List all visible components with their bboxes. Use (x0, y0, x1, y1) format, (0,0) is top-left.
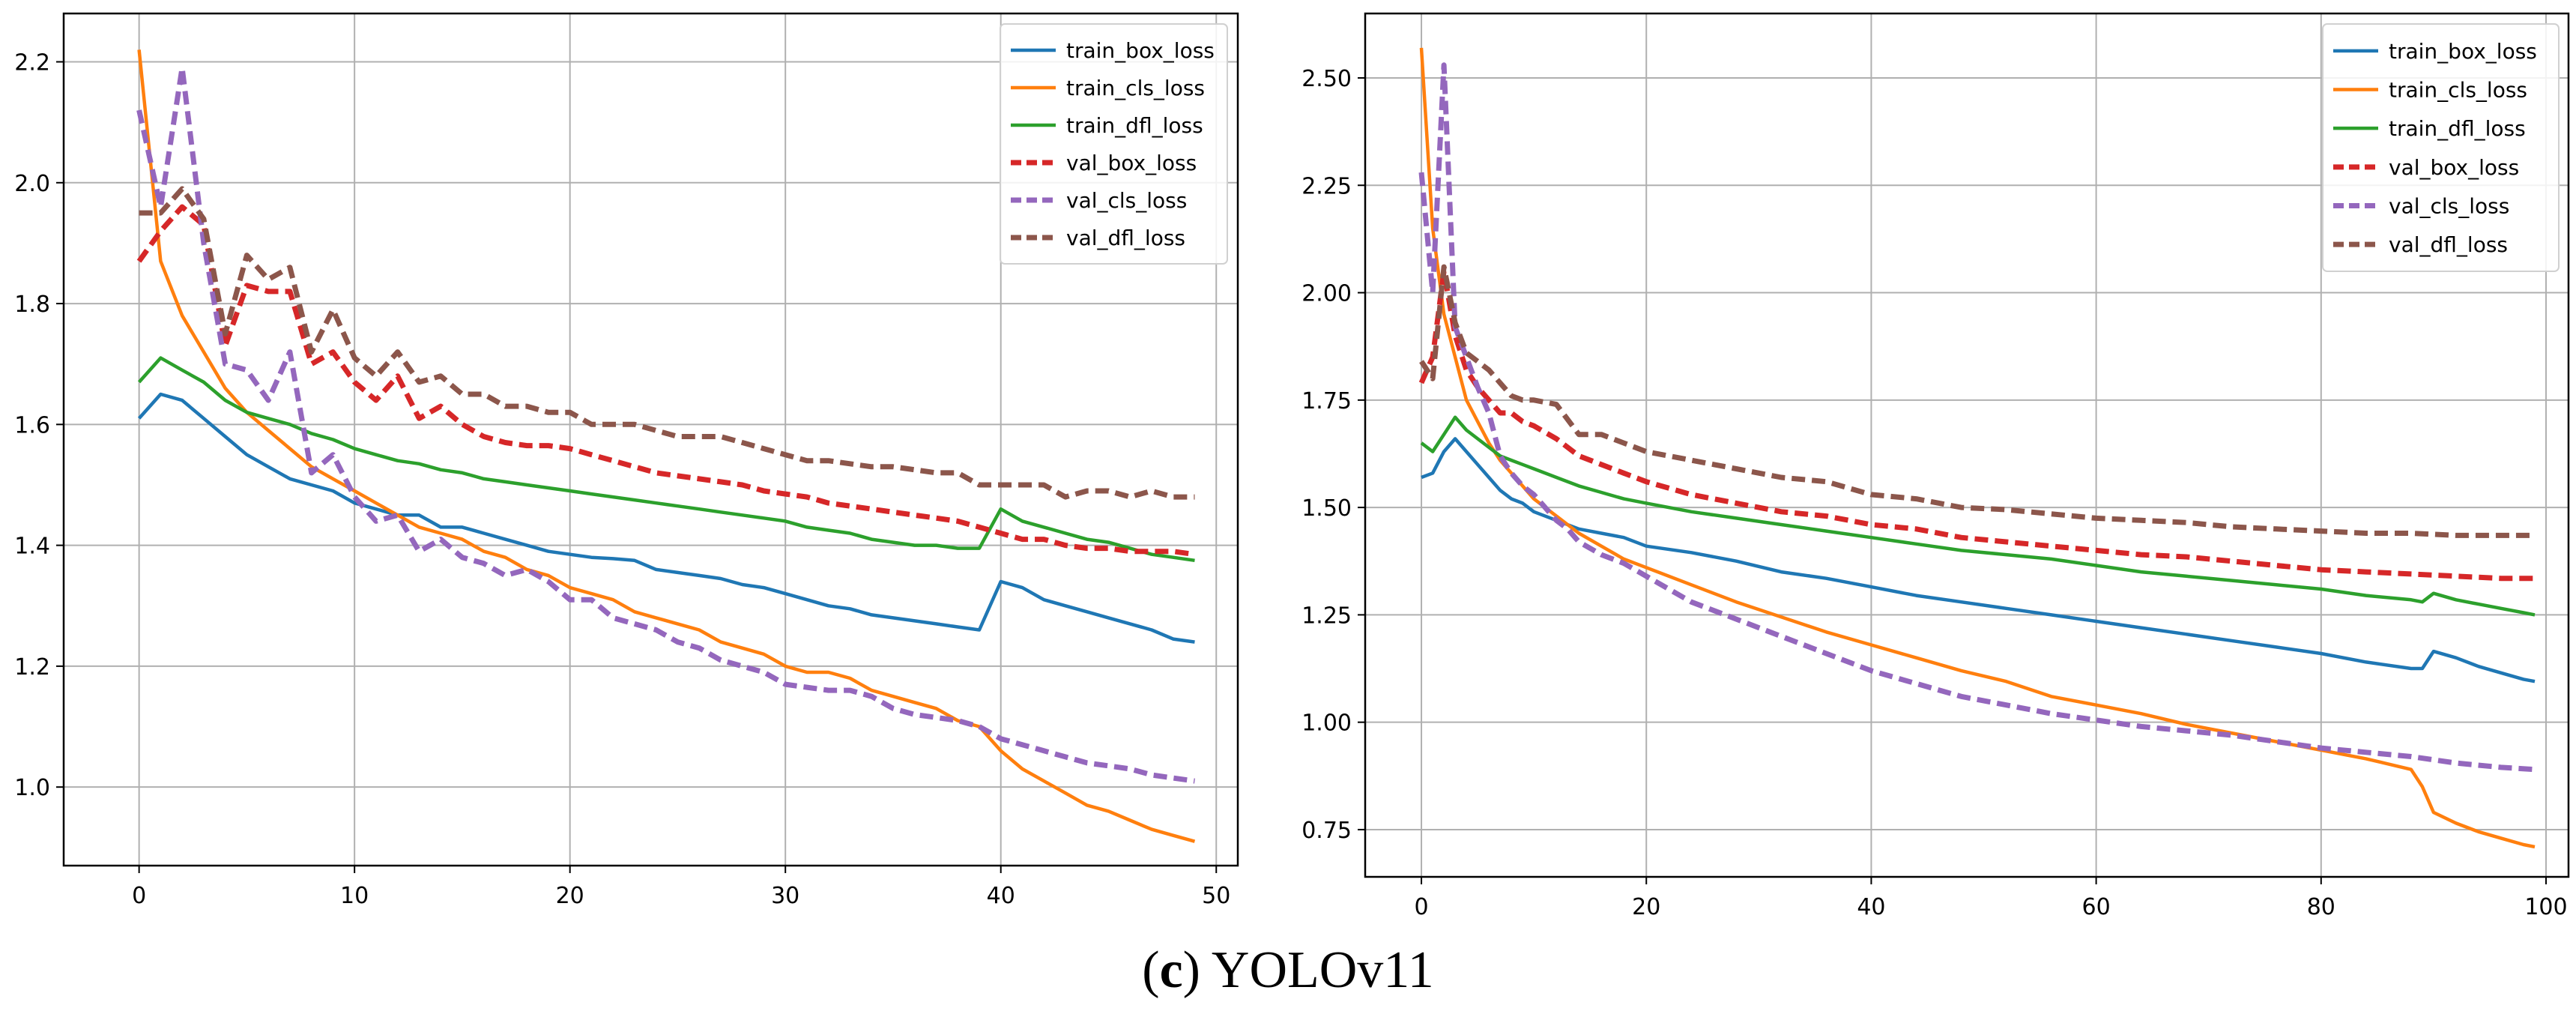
x-tick-label: 100 (2524, 894, 2567, 920)
x-tick-label: 20 (556, 883, 584, 909)
series-line-val-cls-loss (1418, 62, 2536, 773)
y-tick-label: 0.75 (1301, 818, 1352, 844)
series-line-train-box-loss (137, 392, 1195, 644)
y-tick-label: 2.50 (1301, 66, 1352, 92)
y-tick-label: 2.2 (14, 50, 50, 76)
legend-label: val_cls_loss (1066, 188, 1187, 213)
y-tick-label: 2.00 (1301, 281, 1352, 307)
y-tick-label: 1.00 (1301, 710, 1352, 737)
y-tick-label: 1.0 (14, 775, 50, 801)
legend-label: train_cls_loss (1066, 76, 1205, 100)
x-tick-label: 0 (132, 883, 146, 909)
legend-label: val_dfl_loss (1066, 226, 1185, 250)
series-line-train-box-loss (1421, 437, 2536, 684)
legend-box (1000, 23, 1228, 265)
y-tick-label: 1.25 (1301, 603, 1352, 629)
legend-label: train_box_loss (1066, 38, 1215, 63)
series-line-val-dfl-loss (1419, 264, 2535, 538)
legend: train_box_loss train_cls_loss train_dfl_lo… (1000, 23, 1228, 265)
x-tick-label: 10 (340, 883, 369, 909)
y-tick-label: 1.2 (14, 654, 50, 681)
legend-label: train_dfl_loss (2389, 116, 2526, 141)
legend-label: train_cls_loss (2389, 78, 2527, 103)
x-tick-label: 40 (987, 883, 1015, 909)
y-tick-label: 1.4 (14, 534, 50, 560)
chart-left: 0 10 20 30 40 50 1.0 1.2 1.4 1.6 1.8 2.0 2.2 train_bo… (14, 12, 1239, 909)
series-lines (136, 49, 1196, 843)
caption-text: YOLOv11 (1211, 941, 1434, 999)
series-line-val-box-loss (1418, 268, 2535, 582)
legend: train_box_loss train_cls_loss train_dfl_lo… (2322, 23, 2560, 272)
legend-box (2322, 23, 2560, 272)
y-tick-label: 1.75 (1301, 388, 1352, 414)
chart-right: 0 20 40 60 80 100 0.75 1.00 1.25 1.50 1.75 2.00 2.25… (1301, 12, 2570, 920)
plot-frame (1364, 12, 2570, 878)
y-tick-label: 1.8 (14, 292, 50, 318)
series-line-val-box-loss (136, 204, 1195, 558)
legend-label: val_dfl_loss (2389, 232, 2508, 257)
legend-label: val_cls_loss (2389, 194, 2509, 219)
plot-frame (62, 12, 1239, 867)
x-tick-label: 30 (771, 883, 799, 909)
series-line-val-dfl-loss (139, 186, 1195, 500)
y-tick-label: 2.0 (14, 171, 50, 197)
series-line-train-dfl-loss (1420, 415, 2536, 617)
y-tick-label: 1.6 (14, 412, 50, 438)
series-lines (1418, 47, 2536, 849)
figure-caption: (c) YOLOv11 (1142, 941, 1434, 999)
series-line-train-dfl-loss (137, 356, 1195, 563)
x-tick-label: 60 (2082, 894, 2111, 920)
x-tick-label: 80 (2307, 894, 2335, 920)
legend-label: train_box_loss (2389, 39, 2537, 64)
caption-label: c (1159, 941, 1183, 999)
x-tick-label: 40 (1857, 894, 1885, 920)
legend-label: train_dfl_loss (1066, 113, 1203, 138)
x-tick-label: 20 (1632, 894, 1660, 920)
legend-label: val_box_loss (2389, 155, 2519, 180)
series-line-val-cls-loss (136, 65, 1195, 784)
legend-label: val_box_loss (1066, 151, 1197, 175)
x-tick-label: 50 (1202, 883, 1230, 909)
y-tick-label: 1.50 (1301, 495, 1352, 522)
y-tick-label: 2.25 (1301, 173, 1352, 199)
x-tick-label: 0 (1414, 894, 1428, 920)
